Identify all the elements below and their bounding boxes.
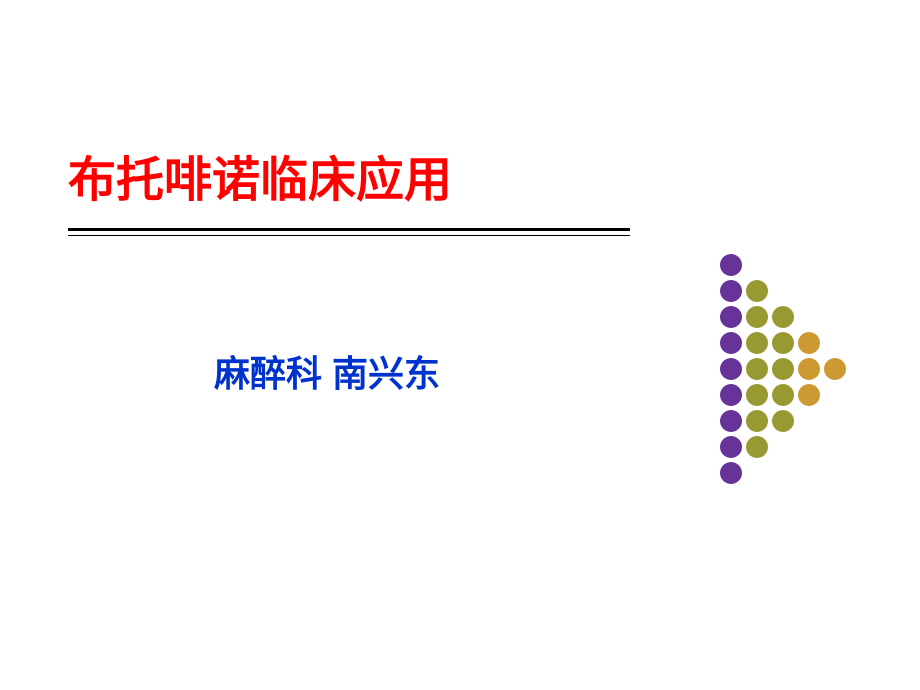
dot-olive — [772, 306, 794, 328]
dot-olive — [746, 436, 768, 458]
rule-thick — [68, 228, 630, 231]
title-rules — [68, 228, 630, 236]
dot-gold — [798, 332, 820, 354]
subtitle-block: 麻醉科 南兴东 — [214, 345, 440, 397]
title-block: 布托啡诺临床应用 — [68, 140, 628, 210]
dot-purple — [720, 384, 742, 406]
dot-purple — [720, 410, 742, 432]
dot-olive — [746, 332, 768, 354]
slide-subtitle: 麻醉科 南兴东 — [214, 345, 440, 397]
dot-olive — [772, 332, 794, 354]
dot-purple — [720, 436, 742, 458]
dot-purple — [720, 358, 742, 380]
dot-olive — [772, 358, 794, 380]
dot-olive — [746, 306, 768, 328]
dot-olive — [772, 410, 794, 432]
dot-purple — [720, 280, 742, 302]
dot-olive — [746, 358, 768, 380]
dot-gold — [824, 358, 846, 380]
dot-olive — [746, 410, 768, 432]
rule-thin — [68, 235, 630, 236]
dot-purple — [720, 462, 742, 484]
dot-purple — [720, 254, 742, 276]
dot-olive — [746, 280, 768, 302]
dot-purple — [720, 332, 742, 354]
dot-gold — [798, 358, 820, 380]
dot-olive — [746, 384, 768, 406]
dot-olive — [772, 384, 794, 406]
slide-title: 布托啡诺临床应用 — [68, 140, 628, 210]
slide: 布托啡诺临床应用 麻醉科 南兴东 — [0, 0, 920, 690]
dot-purple — [720, 306, 742, 328]
dot-gold — [798, 384, 820, 406]
